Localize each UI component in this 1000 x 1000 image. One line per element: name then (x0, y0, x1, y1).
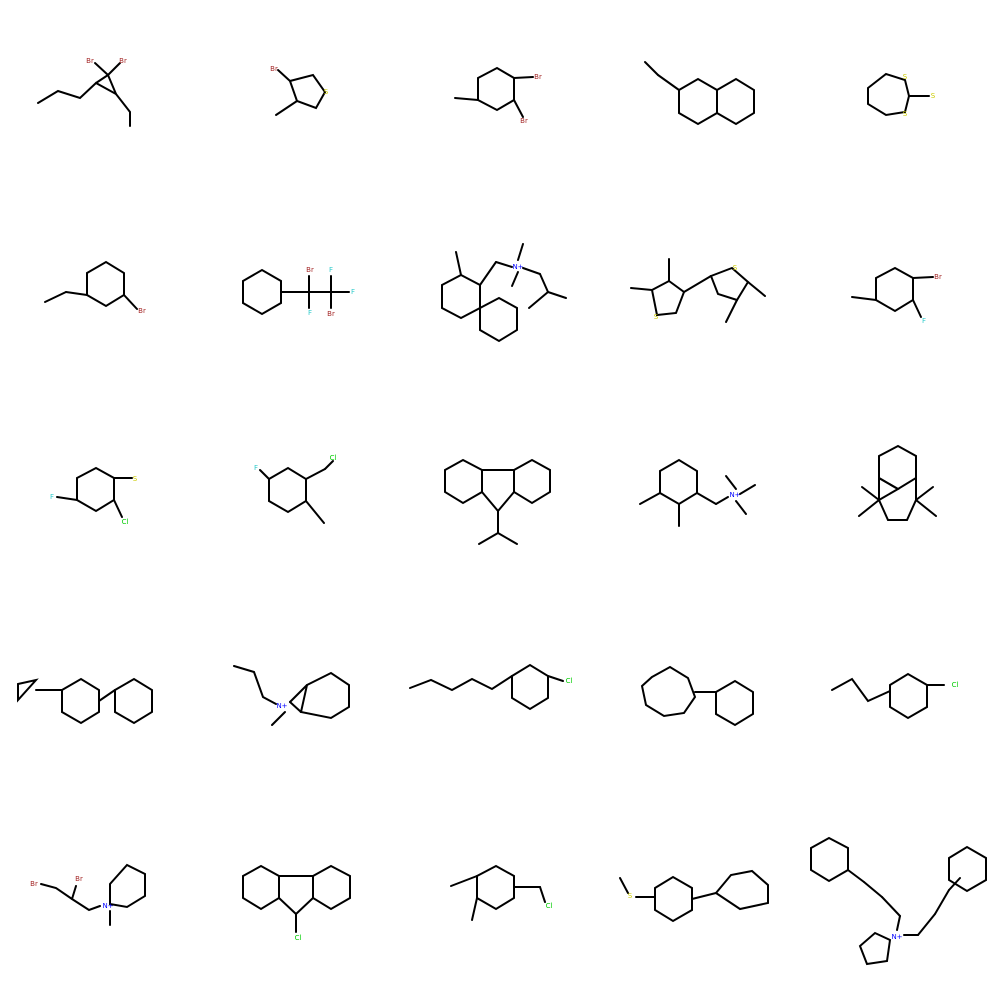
molecule-22: Cl (242, 864, 351, 942)
molecule-18: Cl (409, 663, 573, 711)
atom-label-f: F (50, 493, 54, 501)
atom-label-br: Br (520, 117, 528, 125)
molecule-19 (640, 665, 754, 727)
molecule-8: N+ (441, 243, 567, 343)
molecule-10: Br F (851, 266, 942, 325)
atom-label-f: F (922, 317, 926, 325)
molecule-5: S S S (867, 72, 936, 118)
atom-label-n-plus: N+ (512, 263, 523, 271)
molecule-16 (17, 677, 153, 725)
atom-label-br: Br (934, 273, 942, 281)
atom-label-n-plus: N+ (276, 702, 287, 710)
atom-label-s: S (133, 475, 138, 483)
molecule-6: Br (44, 260, 146, 315)
molecule-2: Br S (270, 65, 329, 116)
atom-label-s: S (324, 88, 329, 96)
atom-label-s: S (903, 73, 908, 81)
atom-label-br: Br (327, 310, 335, 318)
molecule-4 (644, 61, 755, 126)
atom-label-n-plus: N+ (891, 933, 902, 941)
molecule-24: S (619, 869, 769, 923)
atom-label-s: S (654, 313, 659, 321)
atom-label-br: Br (534, 73, 542, 81)
atom-label-br: Br (138, 307, 146, 315)
atom-label-cl: Cl (952, 681, 959, 689)
molecule-21: Br Br N+ (30, 863, 146, 926)
molecule-25: N+ (810, 836, 987, 966)
molecule-15 (858, 444, 937, 521)
atom-label-s: S (733, 264, 738, 272)
atom-label-cl: Cl (295, 934, 302, 942)
molecule-12: F Cl (254, 454, 337, 524)
atom-label-s: S (628, 892, 633, 900)
atom-label-br: Br (270, 65, 278, 73)
atom-label-cl: Cl (546, 902, 553, 910)
atom-label-br: Br (119, 57, 127, 65)
atom-label-cl: Cl (330, 454, 337, 462)
molecule-17: N+ (233, 665, 350, 726)
atom-label-cl: Cl (566, 677, 573, 685)
atom-label-f: F (351, 288, 355, 296)
atom-label-f: F (308, 309, 312, 317)
molecule-11: F S Cl (50, 466, 138, 526)
molecule-7: Br F F F Br (242, 266, 355, 318)
atom-label-f: F (254, 464, 258, 472)
atom-label-n-plus: N+ (729, 491, 740, 499)
atom-label-n-plus: N+ (102, 902, 113, 910)
atom-label-s: S (931, 92, 936, 100)
atom-label-cl: Cl (122, 518, 129, 526)
molecule-20: Cl (831, 672, 959, 720)
molecule-9: S S (630, 258, 766, 323)
atom-label-br: Br (306, 266, 314, 274)
atom-label-br: Br (86, 57, 94, 65)
atom-label-br: Br (75, 875, 83, 883)
molecule-23: Cl (450, 864, 553, 921)
atom-label-f: F (329, 266, 333, 274)
molecule-13 (444, 458, 551, 545)
molecule-14: N+ (639, 458, 756, 527)
atom-label-br: Br (30, 880, 38, 888)
molecule-1: Br Br (37, 57, 131, 127)
molecule-3: Br Br (454, 66, 542, 125)
atom-label-s: S (903, 110, 908, 118)
